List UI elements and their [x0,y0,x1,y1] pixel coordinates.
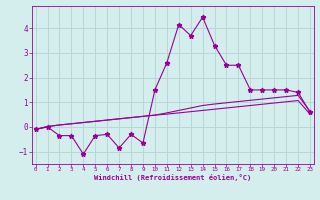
X-axis label: Windchill (Refroidissement éolien,°C): Windchill (Refroidissement éolien,°C) [94,174,252,181]
